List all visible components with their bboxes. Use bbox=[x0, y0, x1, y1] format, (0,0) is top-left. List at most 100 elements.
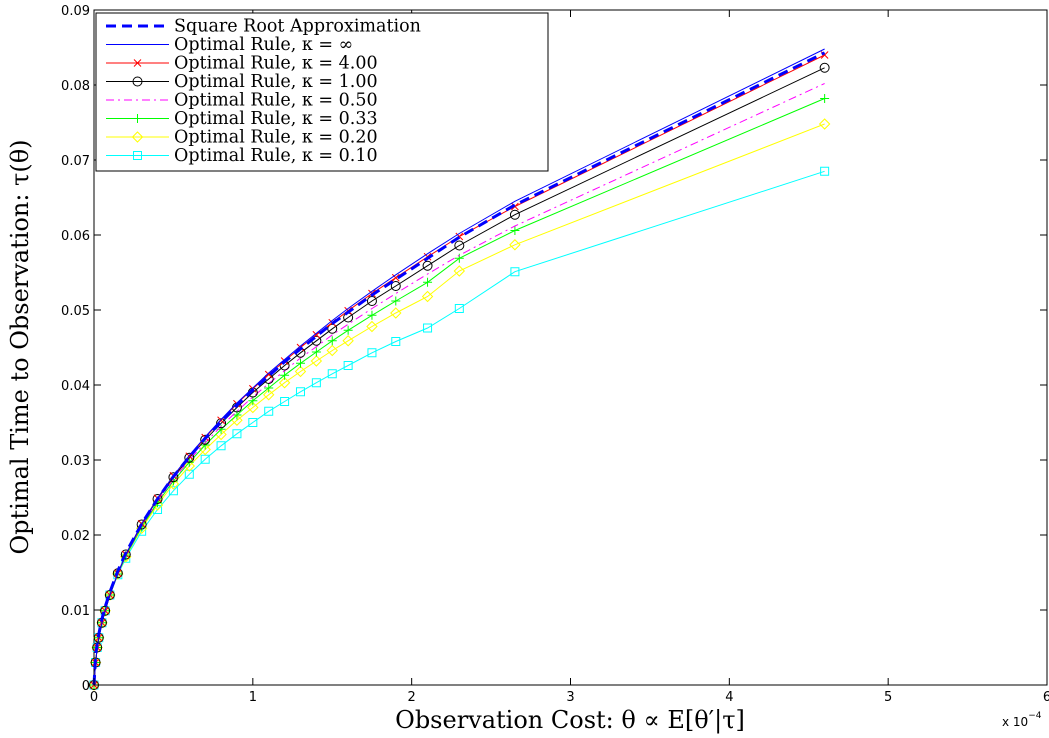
y-axis-title: Optimal Time to Observation: τ(θ) bbox=[6, 139, 34, 554]
series-point bbox=[199, 443, 211, 456]
series-point bbox=[391, 296, 401, 306]
x-tick-label: 0 bbox=[90, 690, 98, 705]
series-point bbox=[326, 344, 338, 357]
legend-box bbox=[95, 12, 549, 172]
series-point bbox=[818, 118, 831, 130]
x-tick-label: 1 bbox=[249, 690, 257, 705]
series-point bbox=[820, 166, 830, 176]
legend-label: Optimal Rule, κ = 0.33 bbox=[174, 109, 378, 129]
legend-label: Optimal Rule, κ = 0.50 bbox=[174, 91, 378, 111]
series-point bbox=[168, 486, 178, 496]
series-point bbox=[248, 418, 258, 427]
y-tick-label: 0.06 bbox=[61, 229, 90, 244]
x-scale-base: x 10 bbox=[1002, 715, 1028, 729]
series-point bbox=[295, 358, 305, 368]
series-point bbox=[133, 151, 142, 160]
series-point bbox=[421, 290, 434, 303]
series-point bbox=[216, 418, 227, 429]
legend-item: Optimal Rule, κ = 0.20 bbox=[106, 128, 378, 148]
series-point bbox=[104, 589, 116, 601]
series-line bbox=[93, 83, 825, 686]
series-point bbox=[391, 273, 400, 282]
legend-item: Optimal Rule, κ = 1.00 bbox=[106, 72, 378, 92]
series-point bbox=[184, 452, 195, 463]
series-point bbox=[280, 370, 290, 380]
series-point bbox=[120, 551, 132, 563]
series-point bbox=[390, 307, 402, 319]
series-point bbox=[200, 440, 210, 450]
series-point bbox=[510, 267, 520, 277]
x-tick-label: 5 bbox=[884, 690, 892, 705]
legend-label: Optimal Rule, κ = 0.10 bbox=[174, 146, 378, 166]
legend-label: Optimal Rule, κ = 1.00 bbox=[174, 72, 378, 92]
legend-item: Square Root Approximation bbox=[106, 17, 421, 37]
series-point bbox=[819, 62, 830, 73]
series-point bbox=[184, 469, 194, 479]
x-axis-title: Observation Cost: θ ∝ E[θ′|τ] bbox=[395, 706, 745, 735]
series-3 bbox=[89, 62, 830, 690]
series-point bbox=[168, 472, 179, 483]
legend-item: Optimal Rule, κ = ∞ bbox=[106, 35, 353, 55]
y-tick-label: 0.02 bbox=[61, 529, 90, 544]
series-point bbox=[280, 397, 290, 406]
series-point bbox=[100, 605, 111, 616]
series-point bbox=[391, 337, 401, 346]
series-point bbox=[454, 240, 465, 251]
series-point bbox=[295, 387, 305, 397]
series-point bbox=[367, 348, 377, 358]
y-tick-label: 0.07 bbox=[61, 154, 90, 169]
series-point bbox=[264, 383, 274, 393]
y-tick-label: 0.05 bbox=[61, 304, 90, 319]
series-point bbox=[248, 396, 258, 406]
series-point bbox=[278, 377, 291, 389]
series-point bbox=[152, 494, 163, 504]
x-tick-label: 2 bbox=[408, 690, 416, 705]
series-point bbox=[247, 401, 259, 414]
series-point bbox=[183, 460, 196, 472]
legend-item: Optimal Rule, κ = 0.50 bbox=[106, 91, 378, 111]
series-point bbox=[112, 568, 124, 580]
series-point bbox=[343, 325, 353, 335]
series-point bbox=[311, 347, 321, 357]
series-point bbox=[96, 617, 108, 629]
series-point bbox=[216, 441, 226, 451]
series-layer bbox=[88, 48, 831, 691]
series-point bbox=[232, 429, 242, 439]
legend-label: Optimal Rule, κ = 4.00 bbox=[174, 54, 378, 74]
series-point bbox=[390, 281, 401, 291]
y-tick-label: 0.08 bbox=[61, 79, 90, 94]
series-point bbox=[327, 369, 337, 379]
legend-label: Square Root Approximation bbox=[174, 17, 421, 37]
series-point bbox=[343, 361, 353, 370]
x-scale-exponent: −4 bbox=[1028, 711, 1042, 721]
series-point bbox=[367, 310, 377, 320]
series-point bbox=[453, 265, 466, 277]
series-point bbox=[136, 519, 147, 530]
series-point bbox=[454, 304, 464, 313]
x-scale-multiplier: x 10−4 bbox=[1002, 711, 1042, 729]
series-point bbox=[366, 320, 378, 333]
legend-label: Optimal Rule, κ = ∞ bbox=[174, 35, 353, 55]
x-tick-label: 3 bbox=[566, 690, 574, 705]
series-point bbox=[200, 434, 211, 445]
legend-item: Optimal Rule, κ = 0.33 bbox=[106, 109, 378, 129]
series-point bbox=[510, 226, 520, 235]
series-point bbox=[131, 131, 144, 143]
y-tick-label: 0 bbox=[82, 679, 90, 694]
series-point bbox=[509, 209, 520, 220]
series-point bbox=[132, 76, 143, 87]
series-point bbox=[120, 549, 131, 560]
y-tick-label: 0.03 bbox=[61, 454, 90, 469]
series-point bbox=[422, 260, 433, 271]
y-tick-label: 0.04 bbox=[61, 379, 90, 394]
series-point bbox=[264, 406, 274, 416]
series-point bbox=[310, 355, 323, 367]
y-tick-label: 0.01 bbox=[61, 604, 90, 619]
series-point bbox=[133, 59, 142, 67]
series-point bbox=[200, 454, 210, 464]
series-point bbox=[99, 605, 111, 617]
legend-item: Optimal Rule, κ = 4.00 bbox=[106, 54, 378, 74]
series-point bbox=[423, 277, 433, 287]
